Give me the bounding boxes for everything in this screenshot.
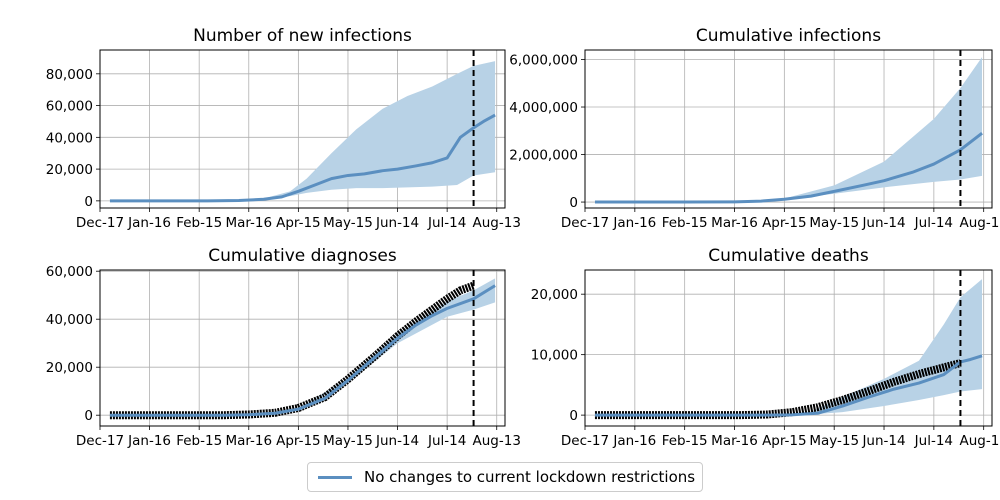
y-tick-label: 10,000 <box>531 348 578 364</box>
plot-area <box>594 270 983 426</box>
y-tick-label: 0 <box>569 408 578 424</box>
x-tick-label: Jul-14 <box>427 215 466 231</box>
x-tick-label: Aug-13 <box>959 433 1000 449</box>
series-line <box>594 354 983 417</box>
observed-data <box>109 281 475 420</box>
x-tick-label: Jun-14 <box>375 215 419 231</box>
plot-frame <box>584 269 993 427</box>
legend-label: No changes to current lockdown restricti… <box>364 468 696 486</box>
y-tick-label: 20,000 <box>46 360 93 376</box>
x-tick-label: Dec-17 <box>561 433 609 449</box>
x-tick-label: Mar-16 <box>711 433 758 449</box>
x-tick-label: Aug-13 <box>473 215 521 231</box>
legend: No changes to current lockdown restricti… <box>307 462 703 492</box>
legend-line-swatch <box>318 476 352 479</box>
plot-area <box>109 50 496 208</box>
x-tick-label: Mar-16 <box>711 215 758 231</box>
x-tick-label: Mar-16 <box>225 433 272 449</box>
chart-title: Cumulative infections <box>696 26 881 46</box>
x-tick-label: Dec-17 <box>76 215 124 231</box>
x-tick-label: Apr-15 <box>762 433 807 449</box>
y-tick-label: 0 <box>84 194 93 210</box>
x-tick-label: Jun-14 <box>861 215 905 231</box>
panel-1: Dec-17 Jan-16 Feb-15 Mar-16 Apr-15 May-15 Jun-… <box>46 26 521 231</box>
y-tick-label: 40,000 <box>46 312 93 328</box>
x-tick-label: May-15 <box>323 433 373 449</box>
x-tick-label: Feb-15 <box>662 215 708 231</box>
x-tick-label: Jan-16 <box>127 433 171 449</box>
x-tick-label: Apr-15 <box>276 433 321 449</box>
y-tick-label: 60,000 <box>46 99 93 115</box>
x-tick-label: May-15 <box>809 215 859 231</box>
y-tick-label: 0 <box>569 195 578 211</box>
panel-3: Dec-17 Jan-16 Feb-15 Mar-16 Apr-15 May-15 Jun-… <box>46 246 521 449</box>
chart-title: Number of new infections <box>193 26 412 46</box>
y-tick-label: 4,000,000 <box>509 100 578 116</box>
series-line <box>109 113 496 203</box>
x-tick-label: May-15 <box>809 433 859 449</box>
plot-area <box>594 50 983 208</box>
x-tick-label: Jul-14 <box>914 433 953 449</box>
x-tick-label: Jan-16 <box>127 215 171 231</box>
uncertainty-band <box>109 278 496 416</box>
series-line <box>109 284 496 417</box>
x-tick-label: Jun-14 <box>861 433 905 449</box>
x-tick-label: Feb-15 <box>176 215 222 231</box>
uncertainty-band <box>109 61 496 201</box>
y-tick-label: 40,000 <box>46 130 93 146</box>
plot-frame <box>584 49 993 209</box>
x-tick-label: Jan-16 <box>612 215 656 231</box>
x-tick-label: Jun-14 <box>375 433 419 449</box>
x-tick-label: Jul-14 <box>914 215 953 231</box>
y-tick-label: 0 <box>84 408 93 424</box>
x-tick-label: Aug-13 <box>959 215 1000 231</box>
x-tick-label: Feb-15 <box>662 433 708 449</box>
x-tick-label: Jul-14 <box>427 433 466 449</box>
x-tick-label: Jan-16 <box>612 433 656 449</box>
y-tick-label: 20,000 <box>46 162 93 178</box>
plot-frame <box>99 269 506 427</box>
series-line <box>594 131 983 204</box>
x-tick-label: Apr-15 <box>762 215 807 231</box>
x-tick-label: Mar-16 <box>225 215 272 231</box>
uncertainty-band <box>594 279 983 416</box>
plot-area <box>109 270 496 426</box>
chart-title: Cumulative deaths <box>708 246 869 266</box>
x-tick-label: May-15 <box>323 215 373 231</box>
x-tick-label: Dec-17 <box>76 433 124 449</box>
y-tick-label: 2,000,000 <box>509 148 578 164</box>
panel-4: Dec-17 Jan-16 Feb-15 Mar-16 Apr-15 May-15 Jun-… <box>531 246 1000 449</box>
uncertainty-band <box>594 57 983 203</box>
panel-2: Dec-17 Jan-16 Feb-15 Mar-16 Apr-15 May-15 Jun-… <box>509 26 1000 231</box>
chart-title: Cumulative diagnoses <box>208 246 397 266</box>
y-tick-label: 80,000 <box>46 67 93 83</box>
x-tick-label: Dec-17 <box>561 215 609 231</box>
plot-frame <box>99 49 506 209</box>
x-tick-label: Apr-15 <box>276 215 321 231</box>
y-tick-label: 6,000,000 <box>509 53 578 69</box>
y-tick-label: 20,000 <box>531 287 578 303</box>
y-tick-label: 60,000 <box>46 264 93 280</box>
x-tick-label: Feb-15 <box>176 433 222 449</box>
x-tick-label: Aug-13 <box>473 433 521 449</box>
